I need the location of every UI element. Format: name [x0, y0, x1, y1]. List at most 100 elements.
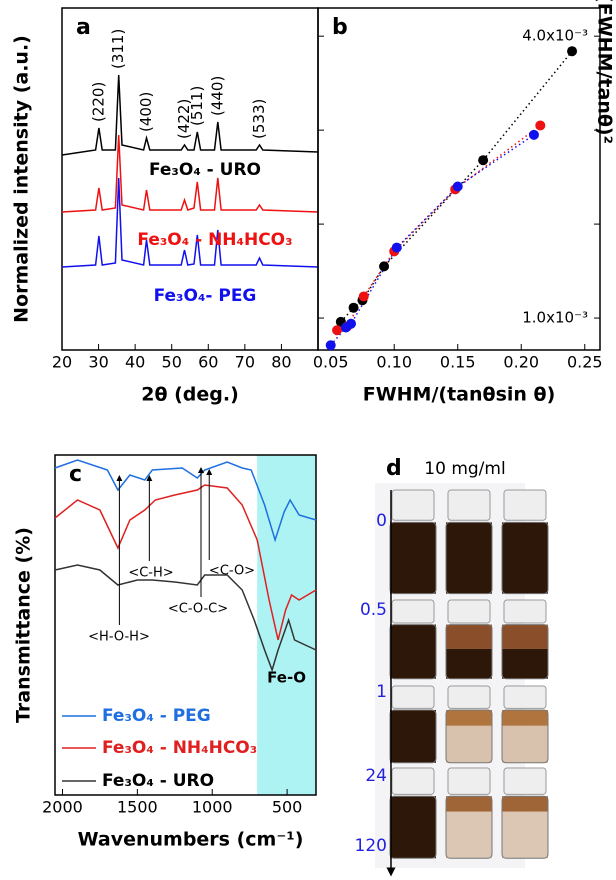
time-label: 1 [376, 682, 387, 702]
vial-liquid [390, 796, 436, 859]
point [567, 46, 578, 57]
time-label: 24 [365, 766, 387, 786]
peak-label: (440) [208, 76, 226, 116]
point [346, 318, 357, 329]
vial-cap [503, 685, 547, 709]
vial-liquid [446, 522, 492, 594]
x-axis-title: 2θ (deg.) [141, 384, 239, 406]
x-tick-label: 0.05 [313, 353, 349, 372]
series-line [336, 124, 541, 332]
vial-glass [501, 795, 549, 859]
x-tick-label: 80 [271, 353, 291, 372]
annotation-label: <C-O> [209, 564, 255, 579]
point [535, 120, 546, 131]
peak-label: (422) [175, 99, 193, 139]
series-label: Fe₃O₄ - NH₄HCO₃ [137, 230, 292, 250]
photo-title: 10 mg/ml [424, 459, 505, 479]
vial-cap [503, 767, 547, 795]
vial-cap [391, 599, 435, 624]
vial-liquid [390, 624, 436, 679]
y-tick-label: 1.0x10⁻³ [522, 309, 588, 327]
x-tick-label: 0.20 [503, 353, 539, 372]
vial-glass [389, 624, 437, 680]
x-tick-label: 1500 [117, 798, 158, 817]
x-tick-label: 0.10 [376, 353, 412, 372]
vial-liquid [502, 725, 548, 763]
x-axis-title: Wavenumbers (cm⁻¹) [78, 829, 304, 851]
vial-cap [391, 685, 435, 709]
vial-liquid [502, 796, 548, 812]
vial-glass [389, 795, 437, 859]
series-line [61, 74, 319, 156]
peak-label: (220) [89, 82, 107, 122]
point [478, 155, 489, 166]
legend-label: Fe₃O₄ - URO [102, 771, 214, 791]
vial-glass [389, 521, 437, 595]
annotation-label: <C-H> [128, 566, 173, 581]
vial-liquid [390, 522, 436, 594]
vial-cap [391, 489, 435, 521]
vial-glass [501, 624, 549, 680]
x-tick-label: 0.25 [567, 353, 603, 372]
plot-frame [317, 7, 601, 351]
vial-liquid [446, 648, 492, 679]
vial-glass [445, 795, 493, 859]
vial-liquid [446, 624, 492, 649]
point [379, 261, 390, 272]
series-line [54, 484, 317, 641]
y-axis-title: Normalized intensity (a.u.) [11, 35, 33, 323]
panel-label: d [386, 456, 402, 481]
vial-cap [447, 767, 491, 795]
x-tick-label: 20 [52, 353, 72, 372]
series-line [54, 459, 317, 543]
time-label: 0.5 [360, 600, 387, 620]
panel-label: c [69, 462, 82, 487]
vial-cap [447, 599, 491, 624]
panel-label: a [76, 15, 91, 40]
x-tick-label: 30 [88, 353, 108, 372]
point [325, 340, 336, 351]
series-line [54, 564, 317, 673]
series-label: Fe₃O₄- PEG [154, 286, 257, 306]
series-line [340, 50, 573, 323]
band-label: Fe-O [267, 669, 306, 687]
point [391, 242, 402, 253]
vial-cap [447, 489, 491, 521]
y-axis-title: (FWHM/tanθ)² [594, 0, 616, 144]
peak-label: (533) [250, 99, 268, 139]
series-line [61, 177, 319, 268]
x-tick-label: 50 [162, 353, 182, 372]
vial-liquid [390, 710, 436, 763]
vial-glass [445, 624, 493, 680]
vial-cap [503, 489, 547, 521]
vial-glass [445, 709, 493, 764]
series-line [61, 134, 319, 213]
x-tick-label: 60 [198, 353, 218, 372]
time-label: 0 [376, 511, 387, 531]
plot-frame [54, 454, 317, 796]
legend-label: Fe₃O₄ - PEG [102, 706, 211, 726]
time-label: 120 [355, 836, 387, 856]
vial-liquid [446, 710, 492, 726]
vial-liquid [446, 796, 492, 812]
vial-cap [447, 685, 491, 709]
y-tick-label: 4.0x10⁻³ [522, 27, 588, 45]
point [348, 302, 359, 313]
x-tick-label: 2000 [42, 798, 83, 817]
point [452, 181, 463, 192]
y-axis-title: Transmittance (%) [13, 527, 35, 723]
panel-label: b [332, 15, 348, 40]
series-line [330, 134, 535, 346]
vial-liquid [502, 710, 548, 726]
x-tick-label: 40 [125, 353, 145, 372]
x-tick-label: 70 [235, 353, 255, 372]
vial-liquid [502, 522, 548, 594]
x-tick-label: 1000 [192, 798, 233, 817]
peak-label: (311) [109, 29, 127, 69]
peak-label: (400) [137, 92, 155, 132]
vial-liquid [446, 725, 492, 763]
vial-liquid [502, 624, 548, 649]
x-axis-title: FWHM/(tanθsin θ) [363, 384, 556, 406]
series-label: Fe₃O₄ - URO [149, 160, 261, 180]
